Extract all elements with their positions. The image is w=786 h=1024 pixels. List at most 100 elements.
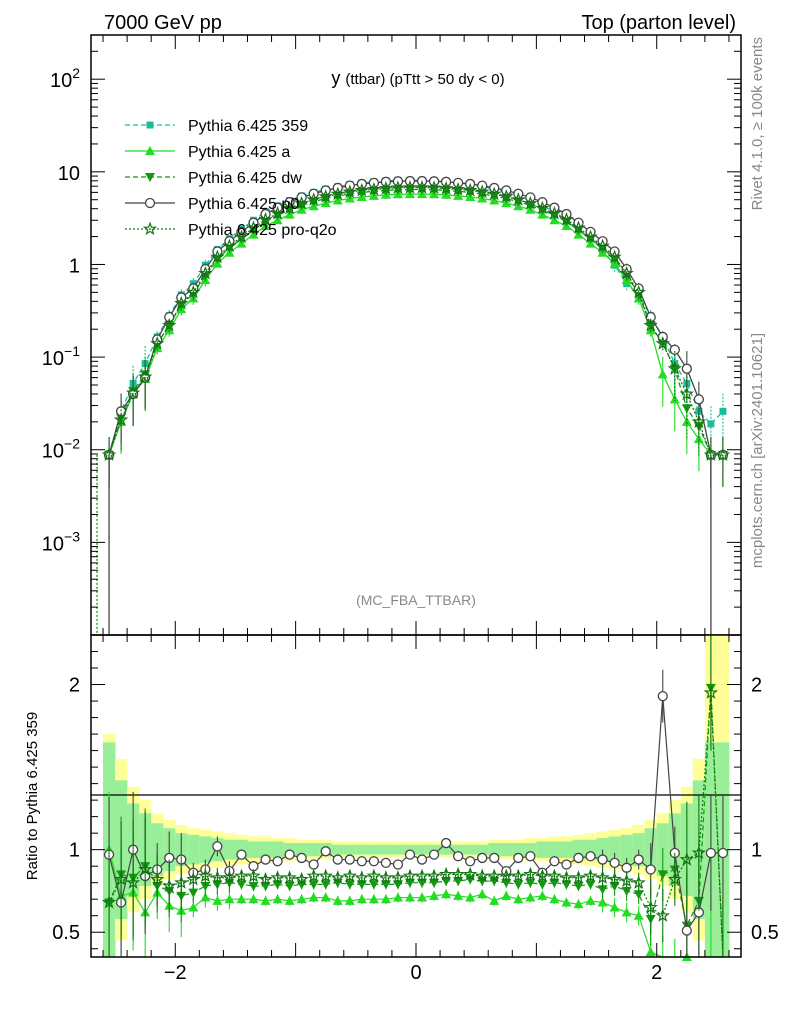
data-point	[174, 295, 189, 310]
data-point	[318, 189, 333, 203]
data-point	[450, 866, 466, 881]
ratio-line	[108, 692, 724, 958]
data-point	[486, 186, 502, 201]
data-point	[499, 189, 514, 203]
data-point	[477, 852, 488, 864]
main-y-tick-label: 10−2	[42, 436, 80, 463]
data-point	[125, 875, 141, 889]
data-point	[294, 195, 309, 210]
data-point	[296, 852, 307, 864]
tick-base: 10	[58, 163, 80, 185]
data-point	[101, 894, 117, 909]
data-point	[513, 894, 524, 904]
data-point	[356, 880, 367, 890]
data-point	[138, 861, 153, 876]
plot-title: y (ttbar) (pTtt > 50 dy < 0)	[331, 68, 504, 88]
band-inner	[500, 843, 513, 857]
data-point	[344, 880, 355, 890]
data-point	[354, 870, 369, 884]
data-point	[583, 229, 598, 244]
data-point	[643, 899, 658, 914]
header-right: Top (parton level)	[581, 12, 736, 34]
tick-base: 10	[42, 441, 64, 463]
data-point	[583, 868, 598, 883]
data-point	[282, 200, 297, 215]
data-point	[306, 192, 321, 206]
data-point	[705, 847, 717, 859]
ratio-y-label: Ratio to Pythia 6.425 359	[24, 712, 41, 880]
data-point	[417, 892, 428, 902]
data-point	[366, 181, 382, 196]
tick-base: 10	[50, 70, 72, 92]
data-point	[679, 386, 694, 401]
data-point	[535, 868, 550, 883]
data-point	[428, 849, 440, 860]
data-point	[703, 685, 719, 699]
data-point	[438, 866, 454, 881]
rivet-label: Rivet 4.1.0, ≥ 100k events	[749, 37, 766, 210]
data-point	[198, 868, 213, 883]
data-point	[597, 854, 608, 865]
x-tick-label: 2	[651, 962, 662, 984]
data-point	[248, 881, 259, 891]
band-inner	[620, 834, 634, 865]
data-point	[162, 317, 177, 332]
data-point	[284, 895, 295, 905]
data-point	[573, 899, 584, 909]
data-point	[537, 890, 548, 900]
data-point	[595, 238, 610, 253]
data-point	[320, 846, 331, 857]
data-point	[561, 859, 572, 870]
data-point	[429, 890, 440, 900]
data-point	[188, 902, 199, 912]
data-point	[188, 888, 199, 898]
data-point	[691, 845, 707, 860]
legend-marker	[146, 121, 154, 129]
data-point	[234, 868, 249, 883]
data-point	[246, 868, 261, 883]
data-point	[366, 868, 382, 883]
ratio-mc-bands	[103, 635, 730, 957]
ratio-y-tick-label: 1	[69, 840, 80, 862]
data-point	[559, 212, 574, 226]
data-point	[609, 902, 620, 912]
series-4	[101, 180, 731, 487]
data-point	[414, 868, 430, 883]
data-point	[138, 369, 153, 384]
data-point	[475, 184, 490, 199]
data-point	[597, 885, 608, 895]
data-point	[272, 880, 283, 890]
ratio-y-tick-label-right: 1	[751, 840, 762, 862]
data-point	[236, 849, 247, 860]
data-point	[585, 895, 596, 905]
data-point	[681, 925, 692, 936]
data-point	[404, 892, 415, 902]
legend-marker	[145, 146, 155, 155]
data-point	[513, 880, 524, 890]
data-point	[426, 180, 442, 195]
data-point	[453, 890, 464, 900]
data-point	[657, 369, 668, 379]
data-point	[573, 881, 584, 891]
ratio-marks	[101, 635, 729, 961]
data-point	[643, 317, 658, 332]
main-y-tick-label: 1	[69, 255, 80, 277]
data-point	[378, 180, 394, 195]
data-point	[306, 868, 321, 883]
data-point	[246, 220, 261, 235]
legend-label: Pythia 6.425 a	[188, 144, 290, 161]
data-point	[294, 871, 309, 886]
data-point	[645, 947, 656, 957]
data-point	[392, 859, 404, 870]
main-y-tick-label: 10−1	[42, 343, 80, 370]
data-point	[513, 852, 524, 864]
data-point	[669, 394, 680, 404]
tick-base: 10	[42, 533, 64, 555]
data-point	[681, 363, 692, 374]
data-point	[511, 192, 526, 206]
data-point	[200, 892, 211, 902]
series-line	[108, 180, 723, 456]
series-line	[108, 188, 723, 456]
data-point	[501, 878, 512, 888]
data-point	[342, 868, 357, 883]
